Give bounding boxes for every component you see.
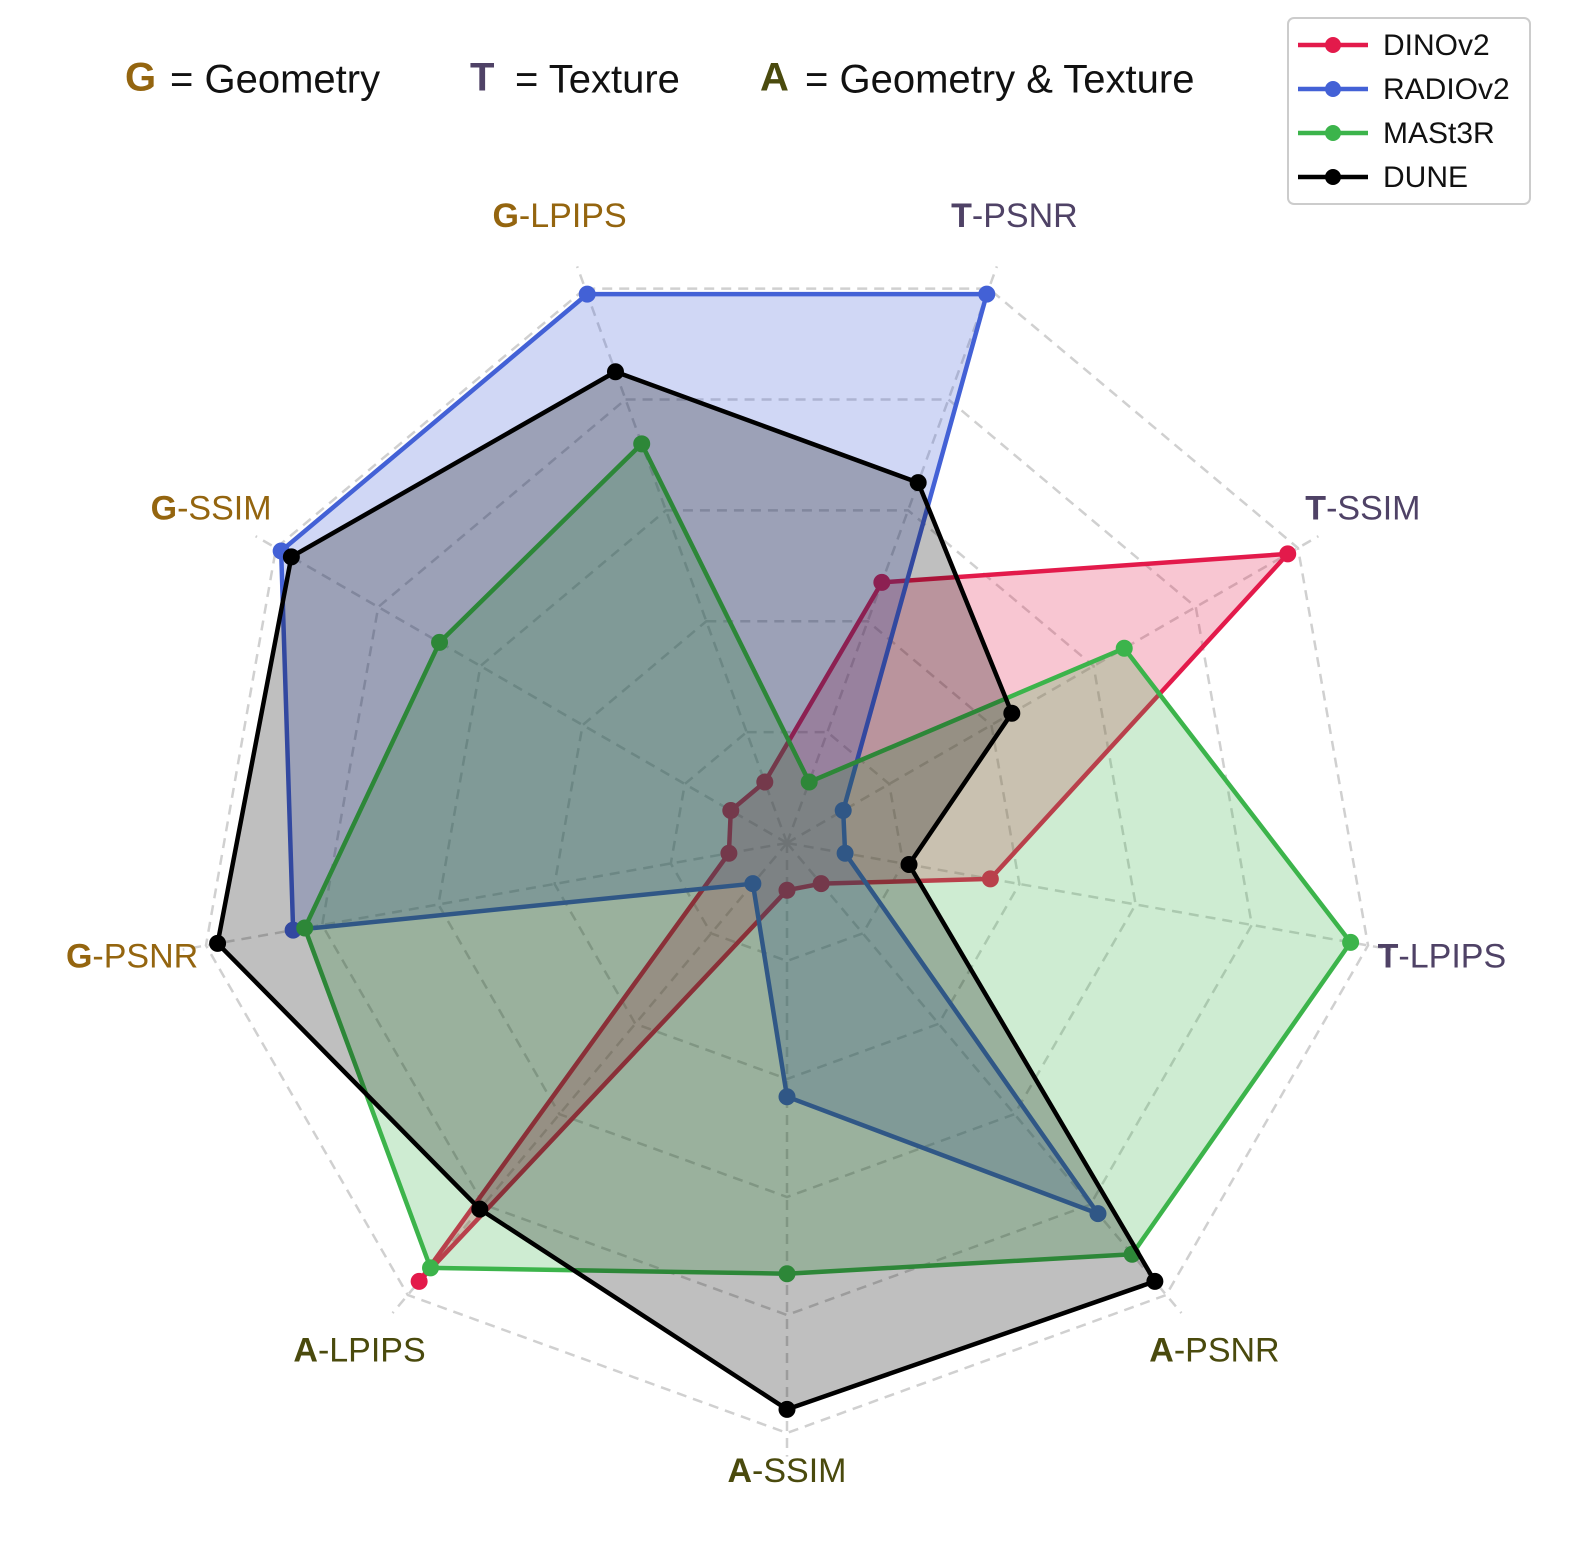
axis-label-letter: A: [1149, 1331, 1174, 1369]
area: [419, 553, 1288, 1282]
axis-label: A-SSIM: [727, 1452, 846, 1490]
point: [1089, 1205, 1107, 1223]
area: [281, 294, 1098, 1214]
group-letter: G: [125, 56, 156, 100]
axis-label-rest: -SSIM: [177, 489, 271, 527]
legend-marker: [1325, 125, 1341, 141]
axis-label-letter: G: [492, 197, 518, 235]
group-letter: A: [760, 56, 789, 100]
point: [422, 1259, 440, 1277]
spoke: [785, 265, 999, 844]
legend-label[interactable]: DINOv2: [1383, 29, 1490, 62]
point: [1279, 545, 1297, 563]
axis-label-rest: -PSNR: [1174, 1331, 1280, 1369]
point: [720, 844, 738, 862]
point: [900, 856, 918, 874]
point: [778, 1088, 796, 1106]
area: [304, 443, 1351, 1274]
line: [302, 441, 1353, 1276]
group-label: = Geometry: [170, 58, 380, 102]
area: [217, 371, 1155, 1410]
legend-marker: [1325, 169, 1341, 185]
point: [836, 844, 854, 862]
grid-ring: [437, 509, 1137, 1199]
axis-label-letter: T: [1378, 937, 1399, 975]
spoke: [786, 535, 1320, 845]
axis-label: G-PSNR: [66, 937, 198, 975]
axis-label-rest: -LPIPS: [1398, 937, 1506, 975]
spoke: [786, 842, 1183, 1314]
grid-ring: [553, 619, 1021, 1081]
axis-label-rest: -SSIM: [752, 1452, 846, 1490]
point: [909, 474, 927, 492]
point: [431, 633, 449, 651]
line: [416, 551, 1290, 1284]
axis-label-letter: A: [727, 1452, 752, 1490]
spoke: [254, 535, 788, 845]
axis-label: T-PSNR: [951, 197, 1078, 235]
group-label: = Texture: [515, 58, 680, 102]
legend-label[interactable]: DUNE: [1383, 161, 1468, 194]
point: [1342, 933, 1360, 951]
point: [1003, 704, 1021, 722]
point: [1146, 1272, 1164, 1290]
axis-label-rest: -LPIPS: [519, 197, 627, 235]
point: [778, 1400, 796, 1418]
axis-label-letter: T: [1305, 489, 1326, 527]
axis-label: G-SSIM: [151, 489, 272, 527]
point: [756, 773, 774, 791]
point: [812, 875, 830, 893]
axis-label: A-LPIPS: [293, 1331, 425, 1369]
legend-label[interactable]: MASt3R: [1383, 117, 1495, 150]
point: [578, 285, 596, 303]
spoke: [575, 265, 789, 844]
grid-ring: [320, 398, 1254, 1317]
legend-marker: [1325, 37, 1341, 53]
point: [471, 1200, 489, 1218]
legend-box: [1287, 17, 1531, 205]
spoke: [391, 842, 788, 1314]
point: [606, 363, 624, 381]
point: [778, 1265, 796, 1283]
axis-label-letter: T: [951, 197, 972, 235]
spoke: [786, 841, 1392, 951]
point: [978, 285, 996, 303]
legend-marker: [1325, 81, 1341, 97]
point: [744, 875, 762, 893]
axis-label-letter: G: [66, 937, 92, 975]
axis-label: T-LPIPS: [1378, 937, 1507, 975]
point: [873, 573, 891, 591]
axis-label-letter: G: [151, 489, 177, 527]
spoke: [182, 841, 788, 951]
point: [834, 802, 852, 820]
point: [296, 919, 314, 937]
axis-label-rest: -SSIM: [1326, 489, 1420, 527]
legend-label[interactable]: RADIOv2: [1383, 73, 1510, 106]
point: [282, 548, 300, 566]
line: [215, 369, 1158, 1412]
point: [1115, 639, 1133, 657]
group-label: = Geometry & Texture: [805, 58, 1194, 102]
axis-label: T-SSIM: [1305, 489, 1420, 527]
point: [800, 773, 818, 791]
axis-label-letter: A: [293, 1331, 318, 1369]
axis-label-rest: -PSNR: [92, 937, 198, 975]
group-letter: T: [470, 56, 494, 100]
axis-label-rest: -PSNR: [972, 197, 1078, 235]
point: [778, 881, 796, 899]
point: [633, 435, 651, 453]
axis-label: G-LPIPS: [492, 197, 626, 235]
axis-label: A-PSNR: [1149, 1331, 1279, 1369]
point: [209, 934, 227, 952]
line: [278, 291, 1101, 1216]
point: [410, 1272, 428, 1290]
axis-label-rest: -LPIPS: [318, 1331, 426, 1369]
point: [722, 802, 740, 820]
point: [981, 870, 999, 888]
grid-ring: [204, 287, 1370, 1435]
